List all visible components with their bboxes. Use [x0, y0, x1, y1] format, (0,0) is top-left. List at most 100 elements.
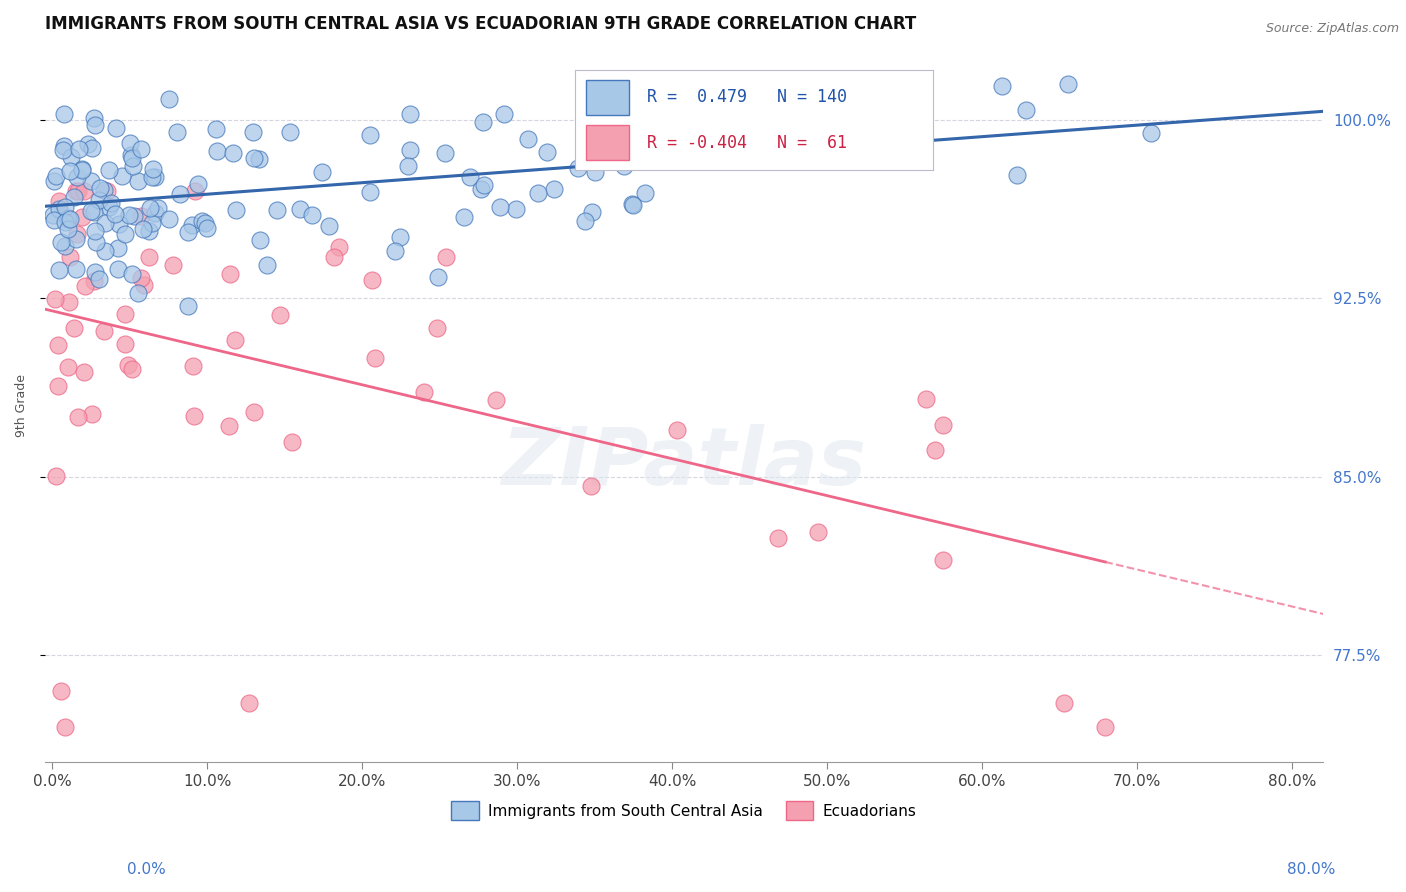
- Point: [63, 190, 86, 204]
- Point: [186, 177, 208, 191]
- Point: [183, 409, 205, 423]
- Point: [77, 137, 100, 152]
- Point: [114, 337, 136, 351]
- Point: [666, 423, 689, 437]
- Text: Source: ZipAtlas.com: Source: ZipAtlas.com: [1265, 22, 1399, 36]
- Point: [82, 407, 104, 421]
- Point: [46, 338, 69, 352]
- Point: [472, 178, 495, 192]
- Point: [122, 209, 145, 223]
- Point: [145, 169, 167, 184]
- Point: [225, 203, 247, 218]
- Point: [1015, 103, 1038, 117]
- Point: [269, 308, 291, 322]
- Point: [48, 262, 70, 277]
- Point: [87, 194, 110, 208]
- Point: [166, 125, 188, 139]
- Point: [845, 136, 868, 150]
- Point: [581, 204, 603, 219]
- Point: [93, 325, 115, 339]
- Point: [621, 198, 644, 212]
- Point: [138, 250, 160, 264]
- Point: [53, 200, 76, 214]
- Point: [266, 203, 288, 218]
- Point: [205, 144, 228, 158]
- Point: [796, 148, 818, 162]
- Point: [97, 162, 120, 177]
- Point: [634, 186, 657, 200]
- Point: [107, 261, 129, 276]
- Point: [129, 142, 152, 156]
- Point: [53, 138, 76, 153]
- Point: [579, 479, 602, 493]
- Point: [177, 226, 200, 240]
- Point: [398, 143, 420, 157]
- Point: [281, 434, 304, 449]
- Point: [505, 202, 527, 216]
- Point: [121, 267, 143, 281]
- Point: [107, 241, 129, 255]
- Point: [177, 299, 200, 313]
- Text: IMMIGRANTS FROM SOUTH CENTRAL ASIA VS ECUADORIAN 9TH GRADE CORRELATION CHART: IMMIGRANTS FROM SOUTH CENTRAL ASIA VS EC…: [45, 15, 915, 33]
- Point: [426, 321, 449, 335]
- Point: [127, 174, 149, 188]
- Point: [181, 359, 204, 373]
- Text: ZIPatlas: ZIPatlas: [502, 424, 866, 501]
- Point: [932, 417, 955, 432]
- Point: [67, 142, 90, 156]
- Point: [243, 404, 266, 418]
- Point: [139, 201, 162, 215]
- Y-axis label: 9th Grade: 9th Grade: [15, 374, 28, 437]
- Point: [59, 164, 82, 178]
- Point: [323, 250, 346, 264]
- Point: [796, 138, 818, 153]
- Point: [1053, 696, 1076, 710]
- Point: [53, 239, 76, 253]
- Point: [434, 250, 457, 264]
- Point: [65, 231, 87, 245]
- Point: [470, 182, 492, 196]
- Point: [219, 268, 242, 282]
- Point: [97, 200, 120, 214]
- Point: [66, 227, 89, 242]
- Point: [384, 244, 406, 259]
- Point: [492, 107, 515, 121]
- Point: [121, 151, 143, 165]
- Point: [48, 202, 70, 216]
- Point: [100, 196, 122, 211]
- Point: [458, 169, 481, 184]
- Point: [65, 261, 87, 276]
- Point: [527, 186, 550, 201]
- Point: [84, 265, 107, 279]
- Point: [243, 151, 266, 165]
- Point: [48, 194, 70, 208]
- Point: [184, 184, 207, 198]
- Point: [70, 161, 93, 176]
- Point: [83, 204, 105, 219]
- Point: [58, 359, 80, 374]
- Point: [117, 358, 139, 372]
- Point: [640, 146, 662, 161]
- Point: [471, 115, 494, 129]
- Point: [45, 469, 67, 483]
- Point: [75, 279, 97, 293]
- Point: [105, 121, 128, 136]
- Point: [42, 174, 65, 188]
- Point: [107, 217, 129, 231]
- Point: [398, 107, 420, 121]
- Point: [72, 162, 94, 177]
- Point: [83, 111, 105, 125]
- Point: [1140, 126, 1163, 140]
- Point: [46, 378, 69, 392]
- Point: [162, 258, 184, 272]
- Point: [132, 222, 155, 236]
- Point: [630, 141, 652, 155]
- Point: [607, 126, 630, 140]
- Point: [359, 185, 381, 199]
- Point: [120, 147, 142, 161]
- Point: [191, 213, 214, 227]
- Point: [79, 203, 101, 218]
- Text: 0.0%: 0.0%: [127, 863, 166, 877]
- Point: [360, 273, 382, 287]
- Point: [63, 321, 86, 335]
